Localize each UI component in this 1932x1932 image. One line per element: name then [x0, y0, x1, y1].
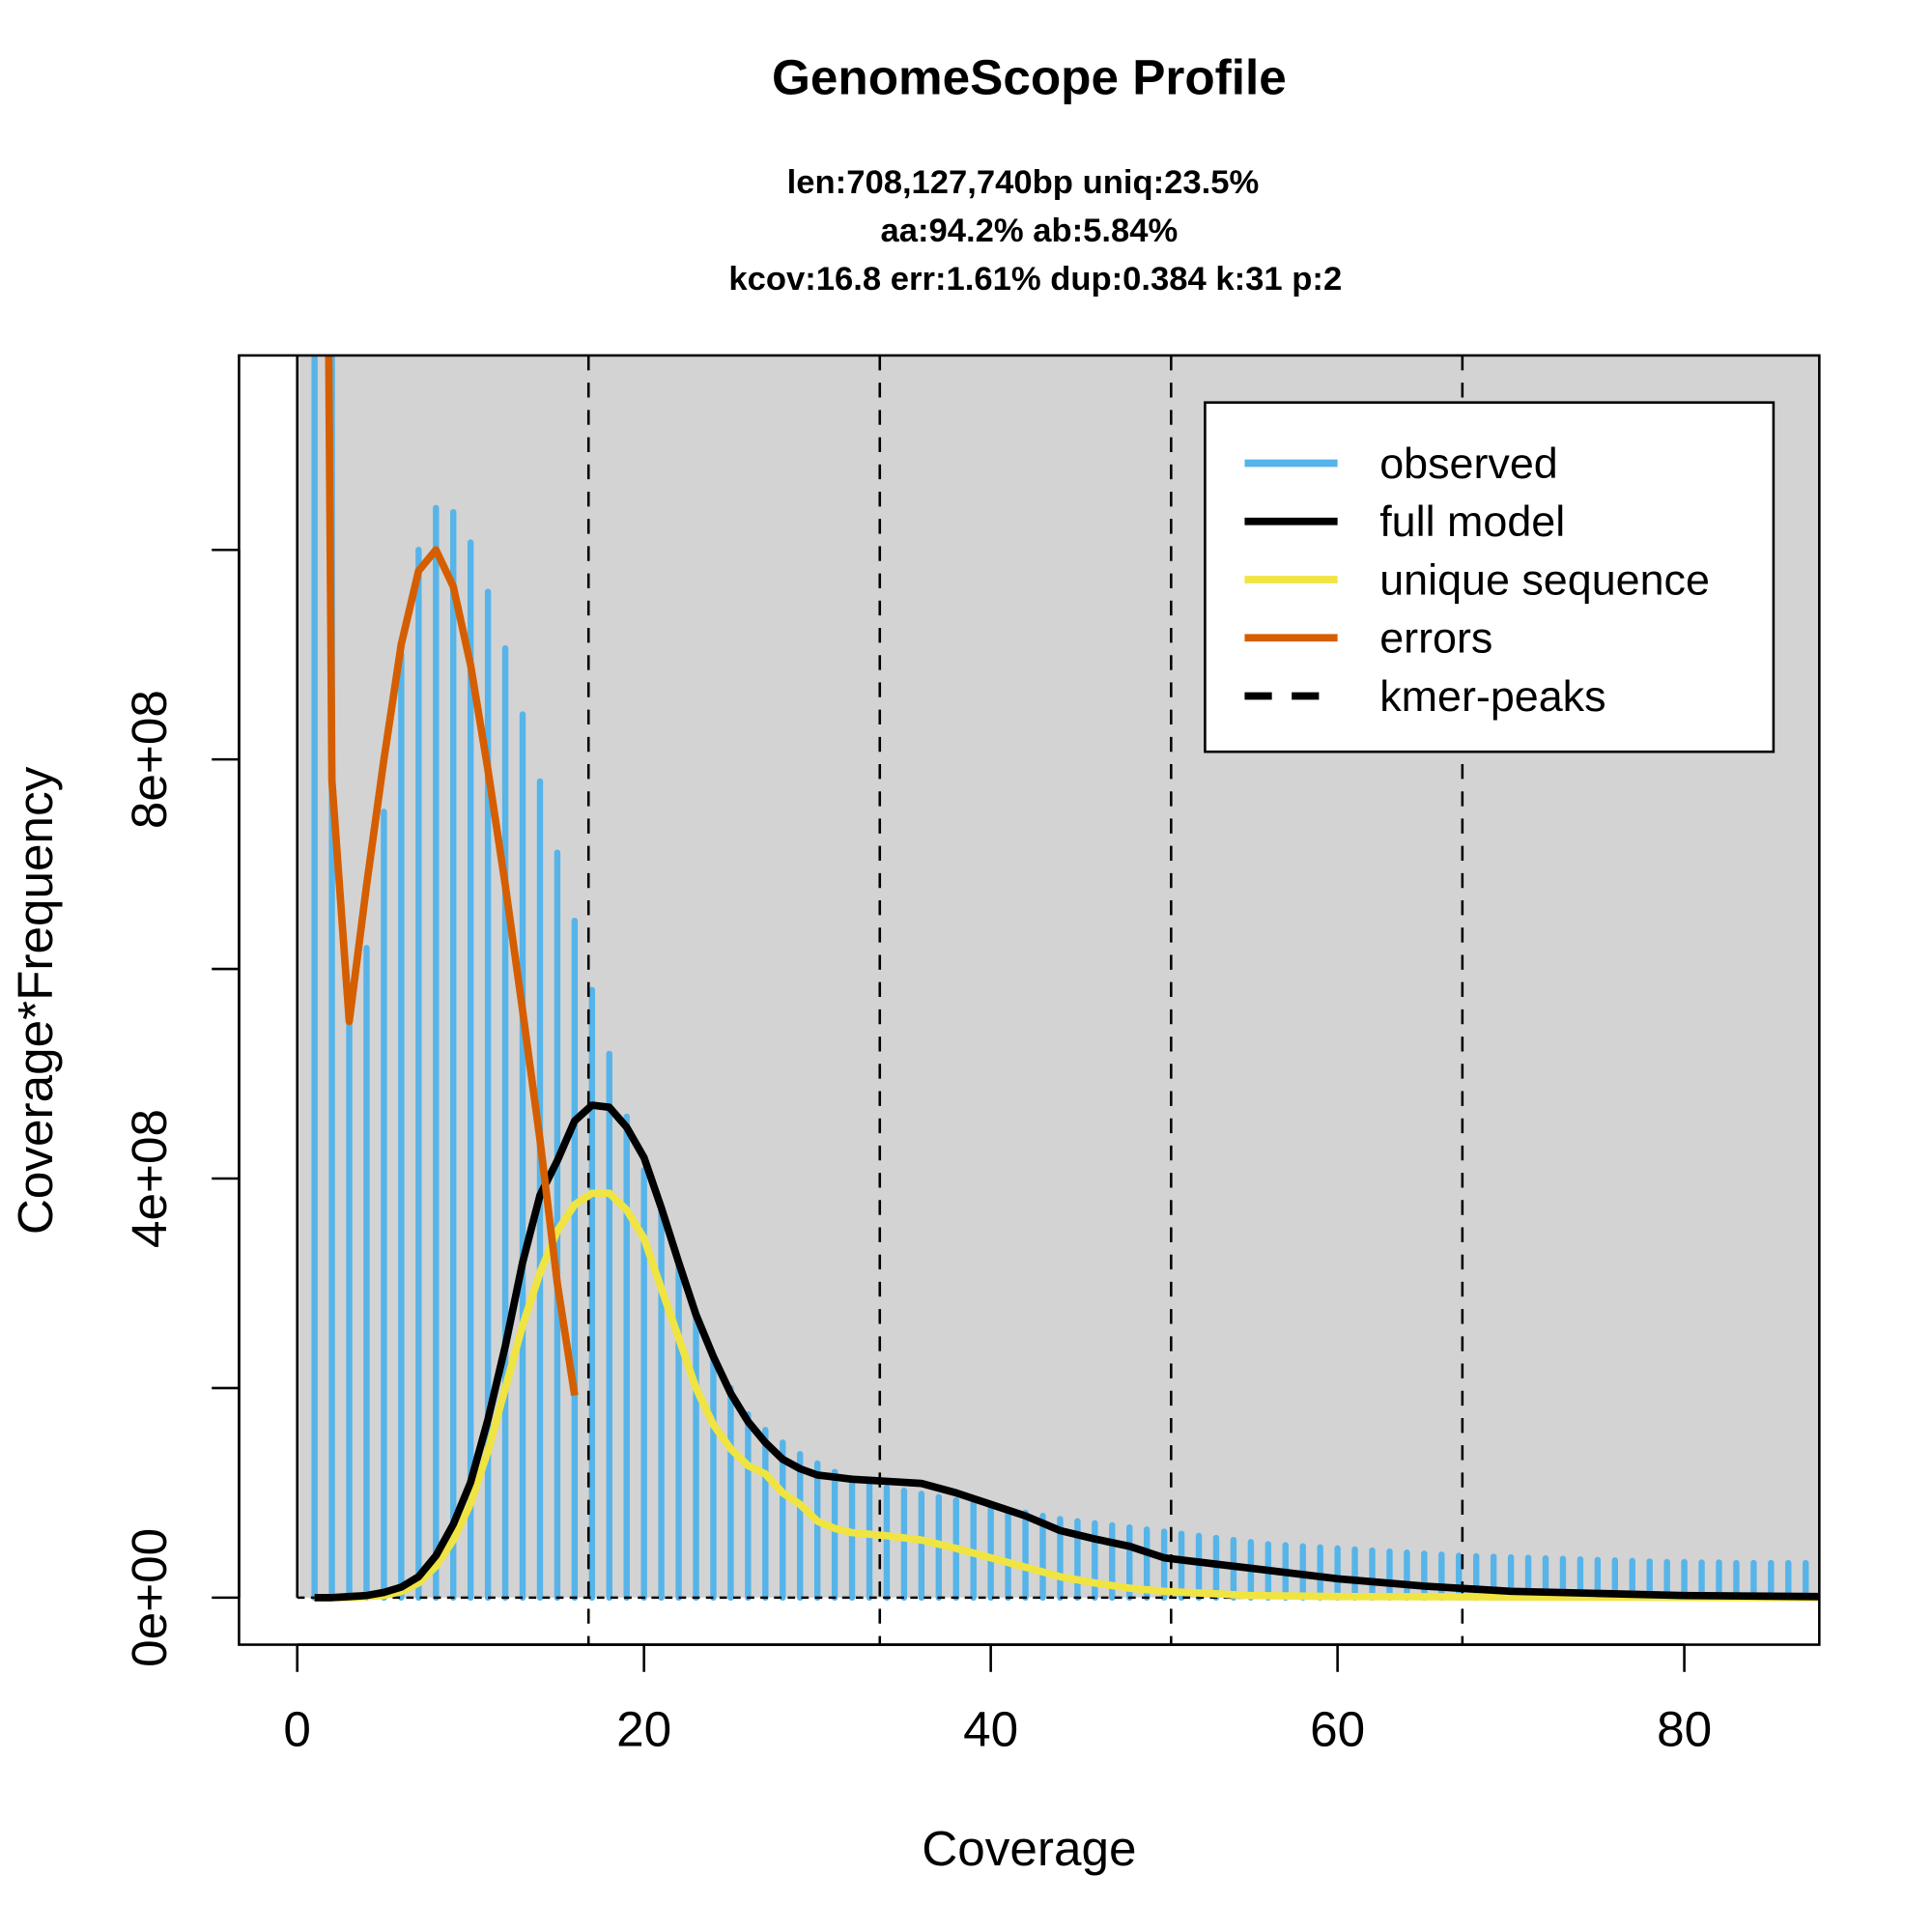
y-axis-label: Coverage*Frequency: [8, 766, 63, 1235]
x-tick-label: 40: [963, 1702, 1018, 1757]
x-tick-label: 80: [1657, 1702, 1712, 1757]
x-tick-label: 60: [1310, 1702, 1365, 1757]
subtitle-line-3: kcov:16.8 err:1.61% dup:0.384 k:31 p:2: [728, 261, 1342, 298]
x-axis-label: Coverage: [922, 1821, 1136, 1876]
subtitle-line-1: len:708,127,740bp uniq:23.5%: [787, 164, 1260, 201]
y-tick-label: 8e+08: [122, 690, 177, 829]
legend-label: full model: [1379, 497, 1565, 546]
x-tick-label: 0: [283, 1702, 311, 1757]
y-tick-label: 4e+08: [122, 1109, 177, 1248]
errors-line: [325, 355, 579, 1397]
legend-label: unique sequence: [1379, 554, 1710, 604]
x-tick-label: 20: [616, 1702, 671, 1757]
legend-label: kmer-peaks: [1379, 671, 1605, 721]
legend-label: errors: [1379, 613, 1492, 663]
chart-title: GenomeScope Profile: [772, 49, 1287, 104]
legend: observed full model unique sequence errors k…: [1204, 401, 1776, 753]
y-tick-label: 0e+00: [122, 1528, 177, 1667]
subtitle-line-2: aa:94.2% ab:5.84%: [880, 213, 1178, 249]
legend-label: observed: [1379, 439, 1558, 488]
full-model-line: [314, 1101, 1820, 1602]
unique-sequence-line: [314, 1189, 1820, 1602]
